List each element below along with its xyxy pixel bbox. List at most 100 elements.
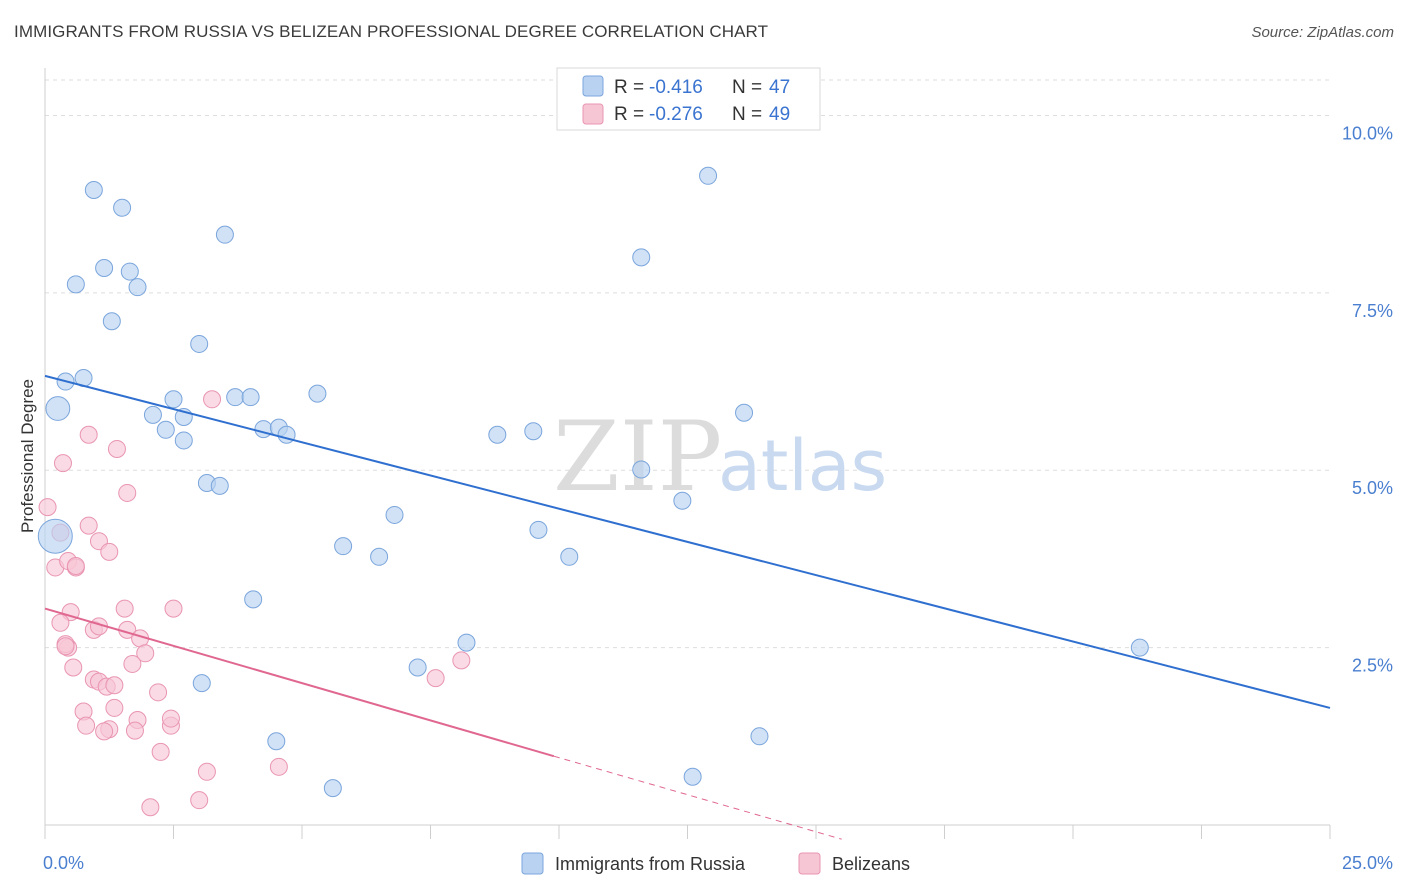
grid-lines (45, 79, 1330, 649)
x-tick-label-1: 25.0% (1342, 853, 1393, 873)
bottom-legend-swatch-belizeans (798, 852, 821, 875)
russia-point-7 (102, 312, 121, 331)
russia-point-44 (683, 767, 702, 786)
bottom-legend-label-russia: Immigrants from Russia (555, 854, 746, 874)
legend-r-label-russia: R = (614, 77, 644, 98)
russia-point-30 (488, 425, 507, 444)
y-tick-label-3: 10.0% (1342, 123, 1393, 143)
russia-point-1 (113, 198, 132, 217)
belizeans-point-35 (125, 721, 144, 740)
russia-point-32 (529, 520, 548, 539)
bottom-legend-label-belizeans: Belizeans (832, 854, 910, 874)
belizeans-point-44 (452, 651, 471, 670)
x-tick-label-0: 0.0% (43, 853, 84, 873)
y-tick-labels: 2.5% 5.0% 7.5% 10.0% (1342, 123, 1393, 675)
russia-point-14 (156, 420, 175, 439)
russia-point-28 (370, 547, 389, 566)
y-axis-label: Professional Degree (18, 379, 37, 533)
belizeans-point-17 (164, 599, 183, 618)
belizeans-point-48 (161, 709, 180, 728)
belizeans-point-5 (100, 542, 119, 561)
watermark-atlas: atlas (718, 425, 887, 507)
russia-point-42 (267, 732, 286, 751)
chart-title: IMMIGRANTS FROM RUSSIA VS BELIZEAN PROFE… (14, 22, 769, 41)
belizeans-trend-line (44, 607, 555, 758)
russia-point-11 (164, 390, 183, 409)
belizeans-point-28 (105, 676, 124, 695)
russia-point-12 (143, 405, 162, 424)
belizeans-point-23 (123, 654, 142, 673)
belizeans-point-3 (79, 516, 98, 535)
y-tick-label-1: 5.0% (1352, 478, 1393, 498)
belizeans-point-11 (79, 425, 98, 444)
russia-point-5 (128, 278, 147, 297)
russia-point-46 (192, 674, 211, 693)
belizeans-point-38 (151, 742, 170, 761)
axes (44, 68, 1331, 839)
watermark-zip: ZIP (553, 401, 722, 513)
legend-n-value-russia: 47 (769, 77, 790, 98)
legend-top: R = -0.416 N = 47 R = -0.276 N = 49 (556, 67, 821, 131)
legend-bottom: Immigrants from Russia Belizeans (521, 852, 910, 875)
russia-point-34 (560, 547, 579, 566)
belizeans-point-22 (136, 644, 155, 663)
russia-point-45 (1130, 638, 1149, 657)
belizeans-trend-extension (553, 755, 842, 840)
belizeans-point-10 (107, 439, 126, 458)
belizeans-point-24 (64, 658, 83, 677)
x-tick-labels: 0.0% 25.0% (43, 853, 1393, 873)
y-tick-label-2: 7.5% (1352, 301, 1393, 321)
belizeans-point-32 (105, 698, 124, 717)
belizeans-point-42 (190, 791, 209, 810)
trend-lines (44, 374, 1331, 840)
russia-point-19 (254, 420, 273, 439)
y-tick-label-0: 2.5% (1352, 656, 1393, 676)
belizeans-point-39 (197, 762, 216, 781)
legend-swatch-russia (582, 75, 604, 97)
belizeans-point-37 (95, 722, 114, 741)
russia-point-38 (632, 248, 651, 267)
legend-n-value-belizeans: 49 (769, 104, 790, 125)
russia-point-27 (334, 537, 353, 556)
belizeans-point-0 (38, 498, 57, 517)
russia-point-18 (308, 384, 327, 403)
russia-point-43 (750, 727, 769, 746)
legend-r-value-belizeans: -0.276 (649, 104, 703, 125)
watermark: ZIP atlas (553, 401, 887, 513)
russia-point-16 (226, 388, 245, 407)
belizeans-point-29 (149, 683, 168, 702)
legend-n-label-russia: N = (732, 77, 762, 98)
russia-point-26 (385, 505, 404, 524)
belizeans-point-43 (203, 390, 222, 409)
belizeans-point-45 (426, 669, 445, 688)
belizeans-point-40 (269, 757, 288, 776)
belizeans-point-2 (53, 454, 72, 473)
russia-point-25 (37, 518, 73, 554)
belizeans-point-6 (118, 483, 137, 502)
russia-trend-line (44, 374, 1331, 709)
belizeans-point-46 (56, 637, 75, 656)
russia-point-39 (699, 166, 718, 185)
russia-point-4 (66, 275, 85, 294)
russia-point-6 (215, 225, 234, 244)
russia-point-15 (174, 431, 193, 450)
russia-point-31 (524, 422, 543, 441)
russia-point-8 (190, 334, 209, 353)
russia-point-24 (210, 476, 229, 495)
legend-r-value-russia: -0.416 (649, 77, 703, 98)
russia-point-29 (244, 590, 263, 609)
russia-point-22 (45, 396, 71, 421)
russia-point-41 (323, 779, 342, 798)
russia-point-33 (632, 460, 651, 479)
bottom-legend-swatch-russia (521, 852, 544, 875)
legend-swatch-belizeans (582, 103, 604, 125)
russia-point-40 (735, 403, 754, 422)
russia-point-35 (673, 491, 692, 510)
belizeans-point-47 (66, 557, 85, 576)
russia-point-2 (95, 259, 114, 278)
russia-point-0 (84, 180, 103, 199)
russia-point-3 (120, 262, 139, 281)
belizeans-point-13 (51, 613, 70, 632)
russia-point-36 (457, 633, 476, 652)
source-credit: Source: ZipAtlas.com (1251, 24, 1394, 41)
